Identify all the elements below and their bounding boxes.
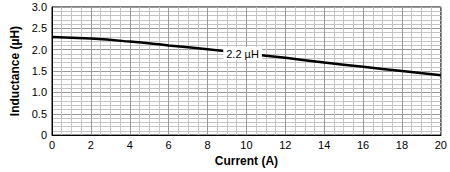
svg-text:3.0: 3.0 (32, 1, 47, 13)
svg-text:6: 6 (166, 139, 172, 151)
svg-text:20: 20 (435, 139, 447, 151)
svg-text:18: 18 (396, 139, 408, 151)
svg-text:8: 8 (204, 139, 210, 151)
svg-text:0: 0 (41, 129, 47, 141)
svg-text:0: 0 (49, 139, 55, 151)
svg-text:Inductance (µH): Inductance (µH) (8, 26, 22, 116)
svg-text:2: 2 (88, 139, 94, 151)
svg-text:0.5: 0.5 (32, 108, 47, 120)
svg-text:10: 10 (240, 139, 252, 151)
svg-text:12: 12 (279, 139, 291, 151)
svg-text:14: 14 (318, 139, 330, 151)
svg-text:2.2 µH: 2.2 µH (226, 48, 259, 60)
svg-text:1.0: 1.0 (32, 86, 47, 98)
svg-text:2.0: 2.0 (32, 44, 47, 56)
svg-text:2.5: 2.5 (32, 22, 47, 34)
svg-text:Current (A): Current (A) (215, 154, 278, 168)
svg-text:1.5: 1.5 (32, 65, 47, 77)
svg-text:4: 4 (127, 139, 133, 151)
svg-text:16: 16 (357, 139, 369, 151)
